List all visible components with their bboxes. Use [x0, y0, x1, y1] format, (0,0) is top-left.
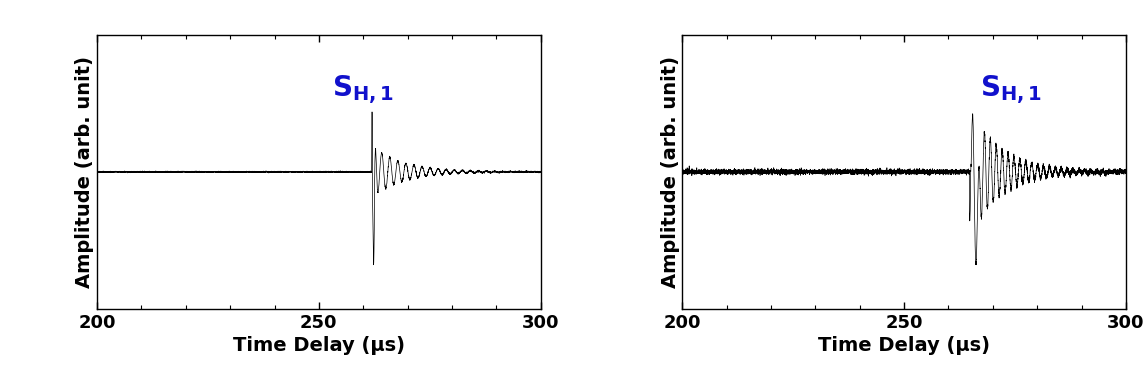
Y-axis label: Amplitude (arb. unit): Amplitude (arb. unit)	[661, 56, 680, 288]
Text: $\mathbf{S}_{\mathbf{H,1}}$: $\mathbf{S}_{\mathbf{H,1}}$	[333, 73, 394, 106]
X-axis label: Time Delay (μs): Time Delay (μs)	[818, 336, 990, 355]
X-axis label: Time Delay (μs): Time Delay (μs)	[233, 336, 405, 355]
Y-axis label: Amplitude (arb. unit): Amplitude (arb. unit)	[75, 56, 95, 288]
Text: $\mathbf{S}_{\mathbf{H,1}}$: $\mathbf{S}_{\mathbf{H,1}}$	[980, 73, 1041, 106]
